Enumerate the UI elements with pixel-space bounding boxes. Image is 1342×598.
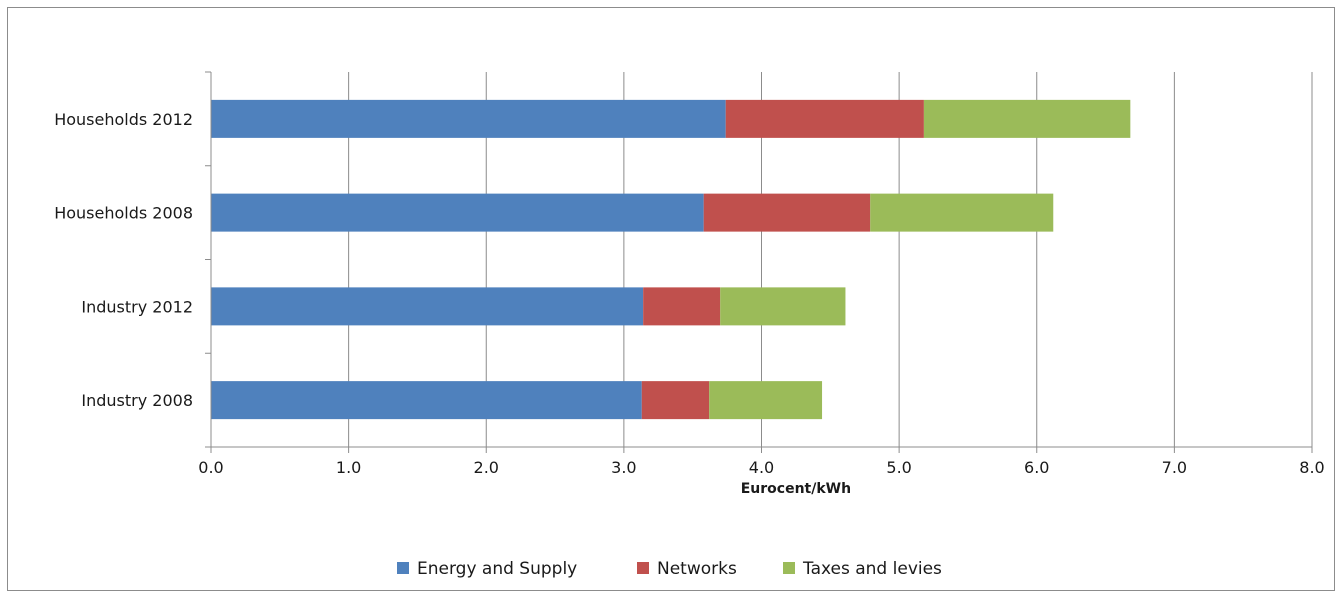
x-tick-label: 0.0 (198, 458, 223, 477)
y-tick-label: Households 2012 (54, 110, 193, 129)
legend-label: Networks (657, 559, 737, 579)
bar-segment (211, 287, 644, 326)
legend-label: Taxes and levies (802, 559, 942, 579)
bar-segment (643, 287, 721, 326)
x-tick-label: 3.0 (611, 458, 636, 477)
x-tick-label: 5.0 (886, 458, 911, 477)
y-tick-label: Industry 2008 (81, 391, 193, 410)
x-axis-title: Eurocent/kWh (741, 481, 851, 497)
legend: Energy and Supply Networks Taxes and levie… (397, 559, 942, 579)
bars (211, 99, 1131, 420)
x-tick-label: 7.0 (1162, 458, 1187, 477)
bar-segment (720, 287, 846, 326)
legend-swatch (637, 562, 649, 574)
bar-segment (709, 381, 823, 420)
bar-segment (211, 99, 726, 138)
bar-segment (703, 193, 871, 232)
legend-swatch (783, 562, 795, 574)
bar-segment (211, 193, 704, 232)
y-tick-label: Households 2008 (54, 204, 193, 223)
legend-swatch (397, 562, 409, 574)
bar-segment (211, 381, 642, 420)
bar-segment (641, 381, 710, 420)
axes (205, 71, 1313, 453)
bar-segment (923, 99, 1131, 138)
x-tick-label: 2.0 (474, 458, 499, 477)
x-tick-label: 8.0 (1299, 458, 1324, 477)
legend-label: Energy and Supply (417, 559, 577, 579)
x-tick-labels: 0.0 1.0 2.0 3.0 4.0 5.0 6.0 7.0 8.0 (198, 458, 1324, 477)
bar-segment (870, 193, 1054, 232)
y-tick-label: Industry 2012 (81, 297, 193, 316)
bar-segment (725, 99, 924, 138)
x-tick-label: 1.0 (336, 458, 361, 477)
x-tick-label: 6.0 (1024, 458, 1049, 477)
y-tick-labels: Industry 2008 Industry 2012 Households 200… (54, 110, 193, 410)
x-tick-label: 4.0 (749, 458, 774, 477)
